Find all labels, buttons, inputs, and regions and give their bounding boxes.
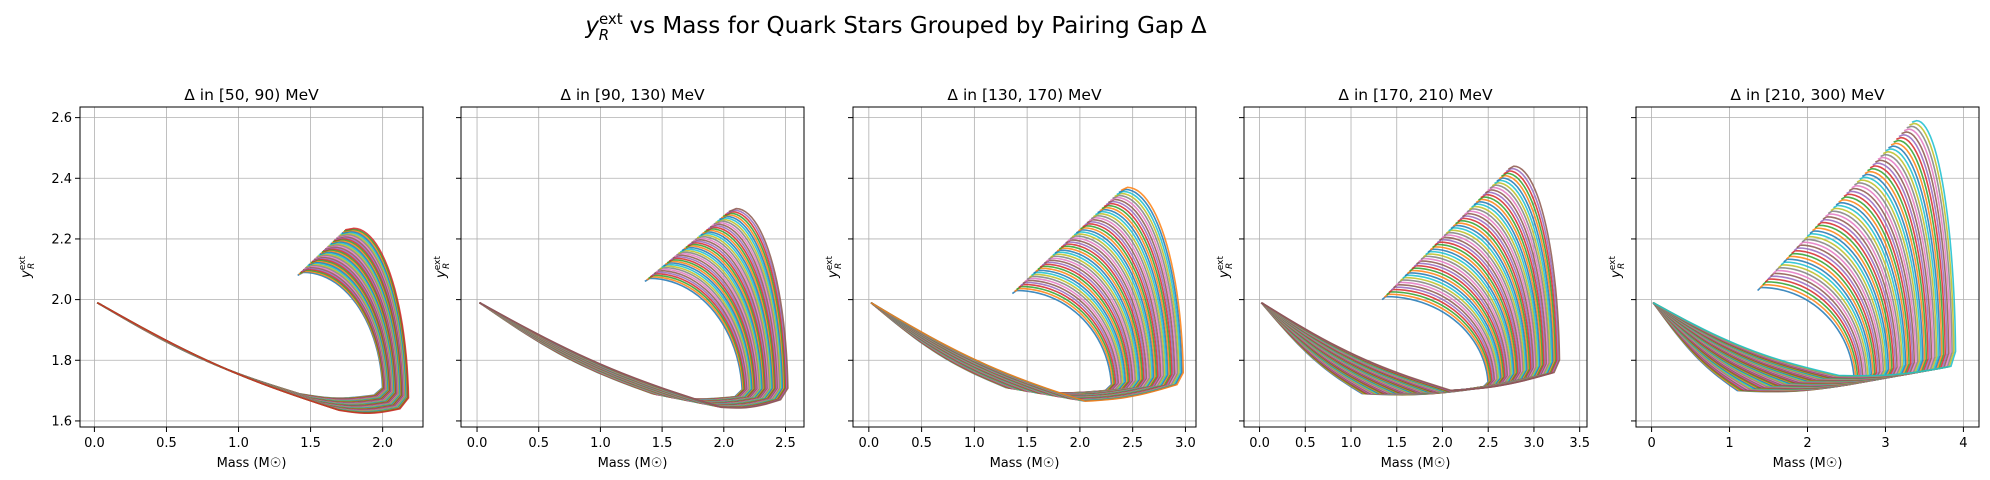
x-tick-label: 0.0 <box>858 436 879 451</box>
x-tick-label: 3.0 <box>1524 436 1545 451</box>
panel-3: 0.0 0.5 1.0 1.5 2.0 2.5 3.0 Δ in [130, 170) MeV… <box>825 86 1197 471</box>
x-tick-label: 1.5 <box>300 436 321 451</box>
axes-frame <box>79 106 424 428</box>
curve-group <box>870 186 1185 403</box>
y-tick-label: 2.6 <box>51 111 72 126</box>
x-tick-label: 1.5 <box>652 436 673 451</box>
x-tick-label: 1.5 <box>1386 436 1407 451</box>
svg-text:yextR: yextR <box>825 256 844 279</box>
x-tick-label: 2.0 <box>713 436 734 451</box>
x-tick-label: 2 <box>1803 436 1811 451</box>
x-tick-label: 2.5 <box>1478 436 1499 451</box>
y-tick-label: 2.0 <box>51 293 72 308</box>
x-tick-label: 2.0 <box>1070 436 1091 451</box>
panel-title: Δ in [90, 130) MeV <box>560 86 705 104</box>
panel-title: Δ in [170, 210) MeV <box>1338 86 1493 104</box>
x-tick-label: 0.0 <box>467 436 488 451</box>
y-axis-label: yextR <box>825 256 844 279</box>
x-tick-label: 0.5 <box>528 436 549 451</box>
x-tick-label: 2.5 <box>775 436 796 451</box>
series-line <box>479 207 789 409</box>
x-tick-label: 1.5 <box>1017 436 1038 451</box>
y-axis-label: yextR <box>18 256 37 279</box>
x-axis-label: Mass (M☉) <box>217 456 287 471</box>
panel-title: Δ in [50, 90) MeV <box>184 86 319 104</box>
y-tick-label: 1.8 <box>51 354 72 369</box>
x-tick-label: 1.0 <box>228 436 249 451</box>
series-line <box>870 186 1185 403</box>
x-axis-label: Mass (M☉) <box>598 456 668 471</box>
x-tick-label: 1.0 <box>1341 436 1362 451</box>
curve-group <box>96 227 410 414</box>
x-axis-label: Mass (M☉) <box>990 456 1060 471</box>
axes-frame <box>460 106 805 428</box>
x-tick-label: 3 <box>1881 436 1889 451</box>
panel-title: Δ in [210, 300) MeV <box>1730 86 1885 104</box>
panels: 0.0 0.5 1.0 1.5 2.0 1.6 1.8 2.0 2.2 2.4 2.6 Δ in [5… <box>18 86 1980 471</box>
y-axis-label: yextR <box>433 256 452 279</box>
x-tick-label: 0.0 <box>1249 436 1270 451</box>
y-tick-label: 1.6 <box>51 414 72 429</box>
x-tick-label: 3.0 <box>1175 436 1196 451</box>
x-tick-label: 2.5 <box>1122 436 1143 451</box>
axes-frame <box>1243 106 1588 428</box>
series-line <box>96 227 410 414</box>
series-line <box>1260 165 1561 392</box>
y-tick-label: 2.2 <box>51 232 72 247</box>
x-tick-label: 0.5 <box>156 436 177 451</box>
panel-5: 0 1 2 3 4 Δ in [210, 300) MeV Mass (M☉) yextR <box>1608 86 1980 471</box>
axes-frame <box>852 106 1197 428</box>
svg-text:yextR: yextR <box>1216 256 1235 279</box>
panel-title: Δ in [130, 170) MeV <box>947 86 1102 104</box>
curve-group <box>1260 165 1561 396</box>
x-tick-label: 0.5 <box>911 436 932 451</box>
x-tick-label: 0.0 <box>84 436 105 451</box>
svg-text:yextR: yextR <box>1608 256 1627 279</box>
curve-group <box>1652 119 1957 393</box>
x-tick-label: 2.0 <box>372 436 393 451</box>
x-tick-label: 1.0 <box>964 436 985 451</box>
svg-text:yextR: yextR <box>18 256 37 279</box>
panel-1: 0.0 0.5 1.0 1.5 2.0 1.6 1.8 2.0 2.2 2.4 2.6 Δ in [5… <box>18 86 424 471</box>
x-tick-label: 0.5 <box>1295 436 1316 451</box>
x-axis-label: Mass (M☉) <box>1773 456 1843 471</box>
x-tick-label: 4 <box>1959 436 1967 451</box>
x-tick-label: 3.5 <box>1569 436 1590 451</box>
x-axis-label: Mass (M☉) <box>1381 456 1451 471</box>
x-tick-label: 1 <box>1725 436 1733 451</box>
x-tick-label: 0 <box>1647 436 1655 451</box>
figure-suptitle: yext R vs Mass for Quark Stars Grouped by… <box>584 10 1207 44</box>
y-axis-label: yextR <box>1608 256 1627 279</box>
curve-group <box>479 207 789 409</box>
panel-2: 0.0 0.5 1.0 1.5 2.0 2.5 Δ in [90, 130) MeV Mass… <box>433 86 805 471</box>
x-tick-label: 2.0 <box>1432 436 1453 451</box>
y-tick-label: 2.4 <box>51 172 72 187</box>
y-axis-label: yextR <box>1216 256 1235 279</box>
x-tick-label: 1.0 <box>590 436 611 451</box>
panel-4: 0.0 0.5 1.0 1.5 2.0 2.5 3.0 3.5 Δ in [170, 210) … <box>1216 86 1590 471</box>
series-line <box>1652 119 1957 377</box>
svg-text:yextR: yextR <box>433 256 452 279</box>
